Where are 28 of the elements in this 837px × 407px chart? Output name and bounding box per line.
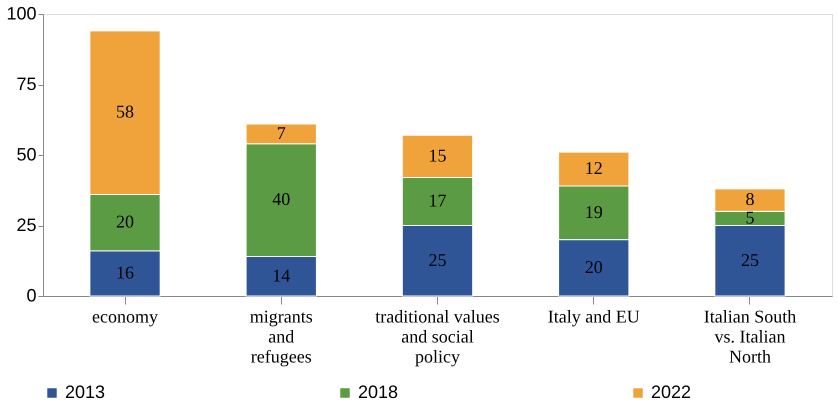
data-label: 8 xyxy=(745,189,754,210)
data-label: 40 xyxy=(272,189,290,210)
data-label: 16 xyxy=(116,262,134,282)
legend-label: 2022 xyxy=(651,382,692,402)
data-label: 25 xyxy=(428,250,446,270)
y-tick-label: 25 xyxy=(16,215,36,235)
x-tick-label: economy xyxy=(92,306,158,326)
x-tick-label: traditional values and social policy xyxy=(375,306,500,366)
data-label: 58 xyxy=(116,102,134,122)
legend-label: 2013 xyxy=(65,382,106,402)
x-tick-label: Italy and EU xyxy=(548,306,640,326)
data-label: 17 xyxy=(428,190,446,211)
data-label: 15 xyxy=(428,145,446,166)
data-label: 19 xyxy=(584,202,603,222)
x-tick-label: Italian South vs. Italian North xyxy=(704,306,796,366)
y-tick-label: 50 xyxy=(16,144,36,164)
x-tick-label: migrants and refugees xyxy=(250,306,313,366)
y-tick-label: 100 xyxy=(6,4,36,24)
legend-label: 2018 xyxy=(358,382,398,402)
data-label: 25 xyxy=(740,250,759,270)
y-tick-label: 0 xyxy=(26,286,36,306)
y-tick-label: 75 xyxy=(16,74,36,94)
data-label: 20 xyxy=(584,256,603,277)
data-label: 5 xyxy=(745,207,754,228)
data-label: 7 xyxy=(276,122,286,143)
data-label: 12 xyxy=(584,158,603,178)
data-label: 20 xyxy=(116,212,134,232)
data-label: 14 xyxy=(272,265,290,286)
